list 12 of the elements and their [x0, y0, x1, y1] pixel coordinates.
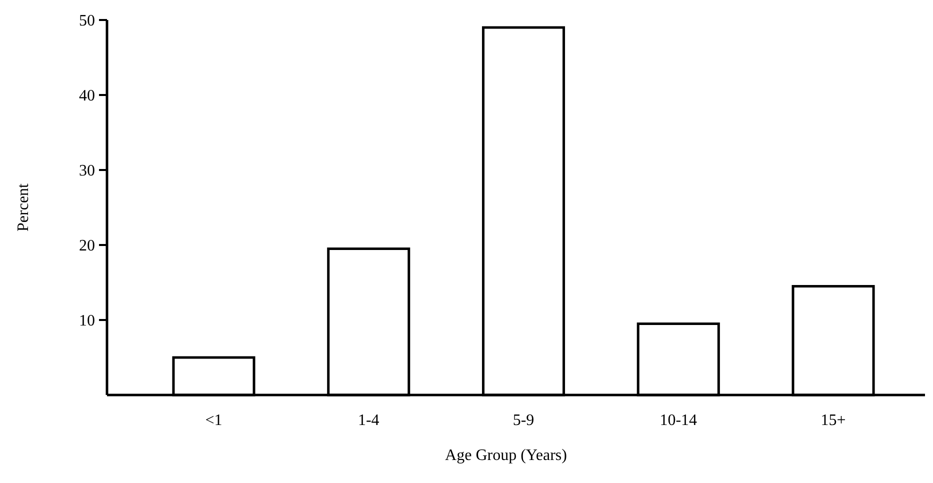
- x-tick-label: 1-4: [358, 412, 380, 429]
- x-axis-title: Age Group (Years): [445, 447, 567, 464]
- x-tick-label: 10-14: [660, 412, 698, 429]
- y-axis-title: Percent: [15, 182, 32, 232]
- y-tick-label: 30: [79, 162, 95, 180]
- y-tick-label: 40: [79, 88, 95, 105]
- x-tick-label: 5-9: [512, 412, 534, 429]
- x-tick-label: 15+: [820, 412, 846, 429]
- y-tick-label: 20: [79, 238, 95, 255]
- y-tick-label: 10: [79, 312, 95, 330]
- x-tick-label: <1: [205, 412, 222, 429]
- y-tick-label: 50: [79, 12, 95, 30]
